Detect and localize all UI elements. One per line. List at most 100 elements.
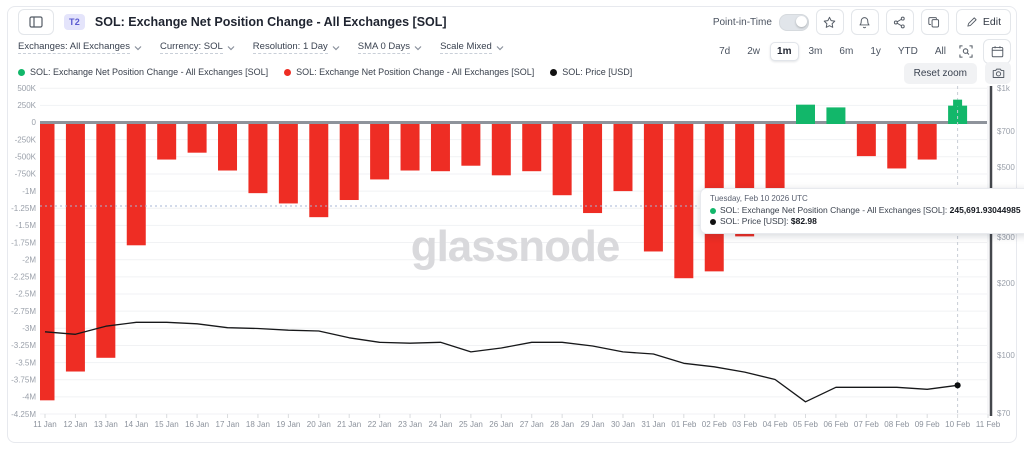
filter-dropdown-1[interactable]: Currency: SOL: [159, 41, 235, 54]
tooltip-row-0: SOL: Exchange Net Position Change - All …: [710, 205, 1021, 216]
bar-07-feb[interactable]: [856, 124, 876, 157]
legend-item-0[interactable]: SOL: Exchange Net Position Change - All …: [18, 67, 268, 77]
box-zoom-button[interactable]: [956, 43, 976, 60]
bar-19-jan[interactable]: [278, 124, 298, 204]
bar-27-jan[interactable]: [522, 124, 542, 172]
bar-30-jan[interactable]: [613, 124, 633, 192]
x-axis-tick-label: 26 Jan: [489, 420, 513, 429]
favorite-button[interactable]: [815, 9, 844, 35]
bar-28-jan[interactable]: [552, 124, 572, 196]
bar-06-feb[interactable]: [826, 107, 846, 124]
bar-15-jan[interactable]: [157, 124, 177, 160]
bar-17-jan[interactable]: [218, 124, 238, 171]
x-axis-tick-label: 19 Jan: [276, 420, 300, 429]
legend-item-2[interactable]: SOL: Price [USD]: [550, 67, 632, 77]
box-zoom-icon: [959, 45, 973, 58]
bar-10-feb[interactable]: [948, 105, 968, 124]
bar-14-jan[interactable]: [126, 124, 146, 246]
page-title: SOL: Exchange Net Position Change - All …: [94, 15, 447, 29]
x-axis-tick-label: 03 Feb: [732, 420, 757, 429]
bar-18-jan[interactable]: [248, 124, 268, 194]
alert-button[interactable]: [850, 9, 879, 35]
left-axis-tick-label: -1.5M: [16, 221, 37, 230]
chart-plot-area[interactable]: 500K 250K 0 -250K -500K -750K -1M -1.25M -1.5M -1…: [0, 82, 1024, 442]
filter-label: SMA 0 Days: [357, 41, 411, 54]
filter-bar: Exchanges: All Exchanges Currency: SOL Res…: [18, 41, 504, 54]
range-button-6m[interactable]: 6m: [839, 46, 854, 57]
filter-dropdown-4[interactable]: Scale Mixed: [440, 41, 504, 54]
range-button-1m[interactable]: 1m: [770, 42, 799, 61]
left-axis-tick-label: -3M: [22, 324, 36, 333]
left-axis-tick-label: -2.75M: [11, 307, 36, 316]
bar-24-jan[interactable]: [430, 124, 450, 172]
bell-icon: [859, 16, 870, 28]
x-axis-tick-label: 30 Jan: [611, 420, 635, 429]
point-in-time-label: Point-in-Time: [712, 16, 772, 28]
bar-31-jan[interactable]: [643, 124, 663, 252]
legend-item-1[interactable]: SOL: Exchange Net Position Change - All …: [284, 67, 534, 77]
toggle-knob: [795, 15, 807, 27]
bar-01-feb[interactable]: [674, 124, 694, 279]
bar-21-jan[interactable]: [339, 124, 359, 201]
tooltip-value: $82.98: [790, 216, 817, 226]
point-in-time-toggle[interactable]: [778, 13, 809, 31]
left-axis-tick-label: -3.25M: [11, 341, 36, 350]
snapshot-button[interactable]: [985, 62, 1011, 84]
left-axis-tick-label: -3.75M: [11, 375, 36, 384]
x-axis-tick-label: 18 Jan: [246, 420, 270, 429]
left-axis-tick-label: -1.25M: [11, 204, 36, 213]
bar-22-jan[interactable]: [370, 124, 390, 180]
edit-button[interactable]: Edit: [955, 9, 1011, 35]
reset-zoom-button[interactable]: Reset zoom: [903, 62, 977, 84]
bar-16-jan[interactable]: [187, 124, 207, 153]
x-axis-tick-label: 12 Jan: [63, 420, 87, 429]
bar-08-feb[interactable]: [887, 124, 907, 169]
x-axis-tick-label: 05 Feb: [793, 420, 818, 429]
bar-25-jan[interactable]: [461, 124, 481, 166]
x-axis-tick-label: 23 Jan: [398, 420, 422, 429]
bar-23-jan[interactable]: [400, 124, 420, 171]
x-axis-tick-label: 27 Jan: [520, 420, 544, 429]
chart-tooltip: Tuesday, Feb 10 2026 UTC SOL: Exchange N…: [700, 188, 1024, 234]
left-axis-tick-label: 500K: [17, 84, 36, 93]
tooltip-dot: [710, 207, 716, 214]
left-axis-tick-label: -2M: [22, 255, 36, 264]
time-range-bar: 7d 2w 1m 3m 6m 1y YTD All: [712, 39, 1011, 64]
filter-dropdown-2[interactable]: Resolution: 1 Day: [252, 41, 340, 54]
camera-icon: [992, 68, 1004, 78]
bar-12-jan[interactable]: [65, 124, 85, 372]
range-button-ytd[interactable]: YTD: [897, 46, 918, 57]
bar-11-jan[interactable]: [40, 124, 55, 401]
bar-26-jan[interactable]: [491, 124, 511, 176]
chart-actions: Reset zoom: [903, 62, 1011, 84]
bar-09-feb[interactable]: [917, 124, 937, 160]
range-button-2w[interactable]: 2w: [747, 46, 761, 57]
sidebar-toggle-button[interactable]: [18, 9, 54, 35]
calendar-button[interactable]: [983, 39, 1011, 64]
bar-13-jan[interactable]: [96, 124, 116, 358]
x-axis-tick-label: 16 Jan: [185, 420, 209, 429]
x-axis-tick-label: 25 Jan: [459, 420, 483, 429]
tooltip-date: Tuesday, Feb 10 2026 UTC: [710, 194, 808, 203]
bar-05-feb[interactable]: [796, 104, 815, 124]
range-button-3m[interactable]: 3m: [808, 46, 823, 57]
filter-dropdown-0[interactable]: Exchanges: All Exchanges: [18, 41, 142, 54]
copy-icon: [928, 16, 940, 27]
x-axis-tick-label: 11 Feb: [976, 420, 1001, 429]
x-axis-tick-label: 31 Jan: [641, 420, 665, 429]
x-axis-tick-label: 01 Feb: [671, 420, 696, 429]
legend-label: SOL: Price [USD]: [562, 67, 633, 77]
x-axis-tick-label: 07 Feb: [854, 420, 879, 429]
tooltip-rows: SOL: Exchange Net Position Change - All …: [710, 205, 1021, 227]
share-button[interactable]: [885, 9, 914, 35]
bar-20-jan[interactable]: [309, 124, 329, 218]
left-axis-tick-label: -500K: [15, 153, 37, 162]
bar-29-jan[interactable]: [583, 124, 603, 214]
filter-dropdown-3[interactable]: SMA 0 Days: [357, 41, 422, 54]
range-button-all[interactable]: All: [934, 46, 946, 57]
range-button-1y[interactable]: 1y: [870, 46, 881, 57]
copy-button[interactable]: [920, 9, 949, 35]
left-axis-tick-label: 250K: [17, 101, 36, 110]
left-axis-tick-label: -1M: [22, 187, 36, 196]
range-button-7d[interactable]: 7d: [719, 46, 731, 57]
